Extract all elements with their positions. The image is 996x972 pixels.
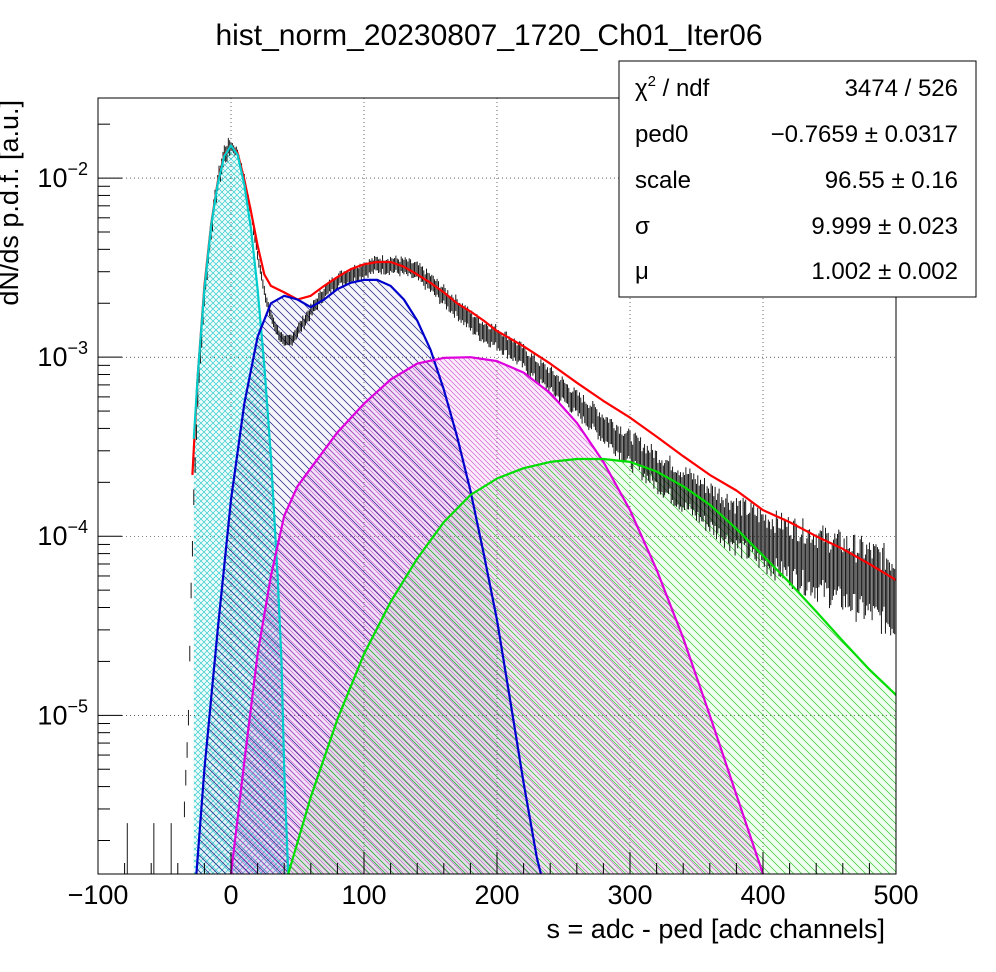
x-tick-label: 200 [474, 880, 519, 910]
x-axis: −100 0 100 200 300 400 500 [68, 852, 919, 910]
stats-label: μ [635, 258, 649, 285]
x-tick-label: 300 [607, 880, 652, 910]
x-tick-label: 400 [740, 880, 785, 910]
stats-box-frame [618, 60, 977, 298]
x-axis-label: s = adc - ped [adc channels] [547, 914, 885, 944]
y-axis-label: dN/ds p.d.f. [a.u.] [0, 100, 24, 306]
stats-label: χ2 / ndf [635, 73, 710, 102]
stats-value: 3474 / 526 [845, 75, 958, 102]
y-axis: 10−5 10−4 10−3 10−2 [37, 123, 122, 841]
y-tick-label: 10−3 [37, 338, 88, 372]
component-hatch-4 [288, 459, 896, 874]
x-tick-label: 0 [223, 880, 238, 910]
stats-label: ped0 [635, 121, 688, 148]
stats-value: −0.7659 ± 0.0317 [771, 121, 958, 148]
chart-title: hist_norm_20230807_1720_Ch01_Iter06 [215, 19, 762, 52]
component-curve-1 [192, 144, 290, 874]
y-tick-label: 10−2 [37, 159, 88, 193]
stats-value: 96.55 ± 0.16 [825, 167, 958, 194]
fit-curves [191, 144, 896, 874]
data-histogram [126, 137, 896, 874]
component-curve-4 [287, 457, 896, 874]
stats-label: scale [635, 167, 691, 194]
stats-value: 9.999 ± 0.023 [811, 213, 958, 240]
component-curve-2 [195, 278, 542, 874]
stats-label: σ [635, 213, 650, 240]
stats-value: 1.002 ± 0.002 [811, 258, 958, 285]
fit-statistics-box: χ2 / ndf 3474 / 526 ped0 −0.7659 ± 0.0317 sc… [618, 60, 977, 298]
y-tick-label: 10−4 [37, 517, 88, 551]
y-tick-label: 10−5 [37, 696, 88, 730]
component-curve-3 [229, 356, 765, 874]
x-tick-label: 100 [341, 880, 386, 910]
x-tick-label: 500 [873, 880, 918, 910]
x-tick-label: −100 [68, 880, 129, 910]
